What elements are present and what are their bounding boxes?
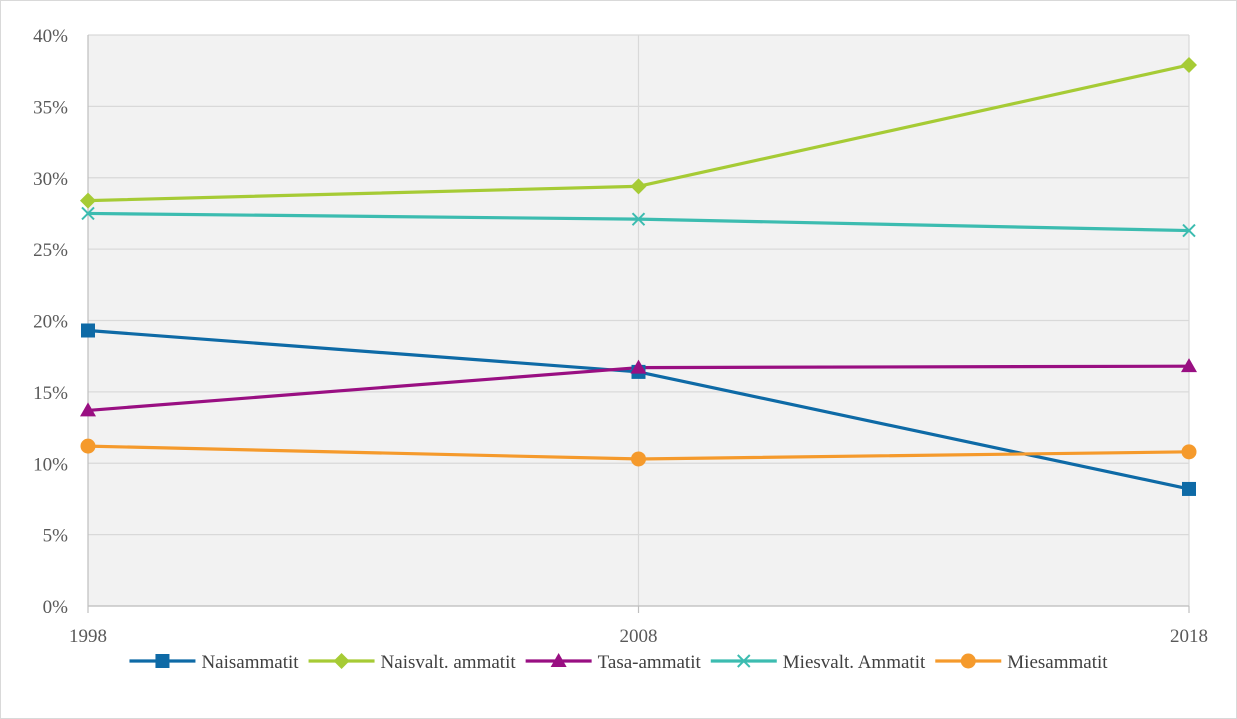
y-tick-label: 5%: [43, 526, 69, 547]
axes: [87, 35, 1190, 613]
x-tick-label: 1998: [69, 626, 107, 647]
y-tick-label: 40%: [33, 26, 68, 47]
legend-marker-4: [960, 653, 976, 669]
legend-marker-3: [737, 654, 751, 668]
x-axis-tick-labels: 1998 2008 2018: [69, 626, 1208, 647]
legend-marker-2: [550, 653, 567, 667]
legend: Naisammatit Naisvalt. ammatit Tasa-ammatit…: [129, 652, 1108, 673]
data-point-1-0: [80, 192, 96, 209]
data-point-3-1: [631, 212, 646, 226]
x-tick-label: 2018: [1170, 626, 1208, 647]
y-axis-tick-labels: 0% 5% 10% 15% 20% 25% 30% 35% 40%: [33, 26, 68, 618]
y-tick-label: 10%: [33, 454, 68, 475]
x-tick-label: 2008: [620, 626, 658, 647]
legend-marker-0: [155, 654, 170, 668]
data-point-4-1: [631, 451, 646, 467]
y-tick-label: 20%: [33, 312, 68, 333]
data-point-1-1: [630, 178, 647, 195]
data-point-2-0: [80, 402, 96, 417]
data-point-2-2: [1181, 358, 1197, 373]
data-point-4-0: [80, 438, 96, 454]
data-point-0-2: [1182, 481, 1196, 496]
series-markers: [80, 56, 1197, 496]
y-tick-label: 0%: [43, 597, 69, 618]
vertical-gridlines: [637, 35, 1190, 606]
legend-label-0: Naisammatit: [201, 652, 299, 673]
data-point-3-0: [81, 206, 95, 221]
legend-label-3: Miesvalt. Ammatit: [783, 652, 926, 673]
data-point-4-2: [1181, 444, 1197, 460]
y-tick-label: 15%: [33, 383, 68, 404]
y-tick-label: 25%: [33, 240, 68, 261]
data-point-1-2: [1181, 56, 1197, 73]
data-point-2-1: [630, 359, 647, 374]
y-tick-label: 35%: [33, 97, 68, 118]
data-point-3-2: [1182, 223, 1196, 238]
y-tick-label: 30%: [33, 169, 68, 190]
data-point-0-0: [81, 323, 95, 338]
legend-label-4: Miesammatit: [1007, 652, 1108, 673]
legend-label-1: Naisvalt. ammatit: [381, 652, 517, 673]
legend-label-2: Tasa-ammatit: [598, 652, 702, 673]
legend-marker-1: [333, 653, 350, 669]
